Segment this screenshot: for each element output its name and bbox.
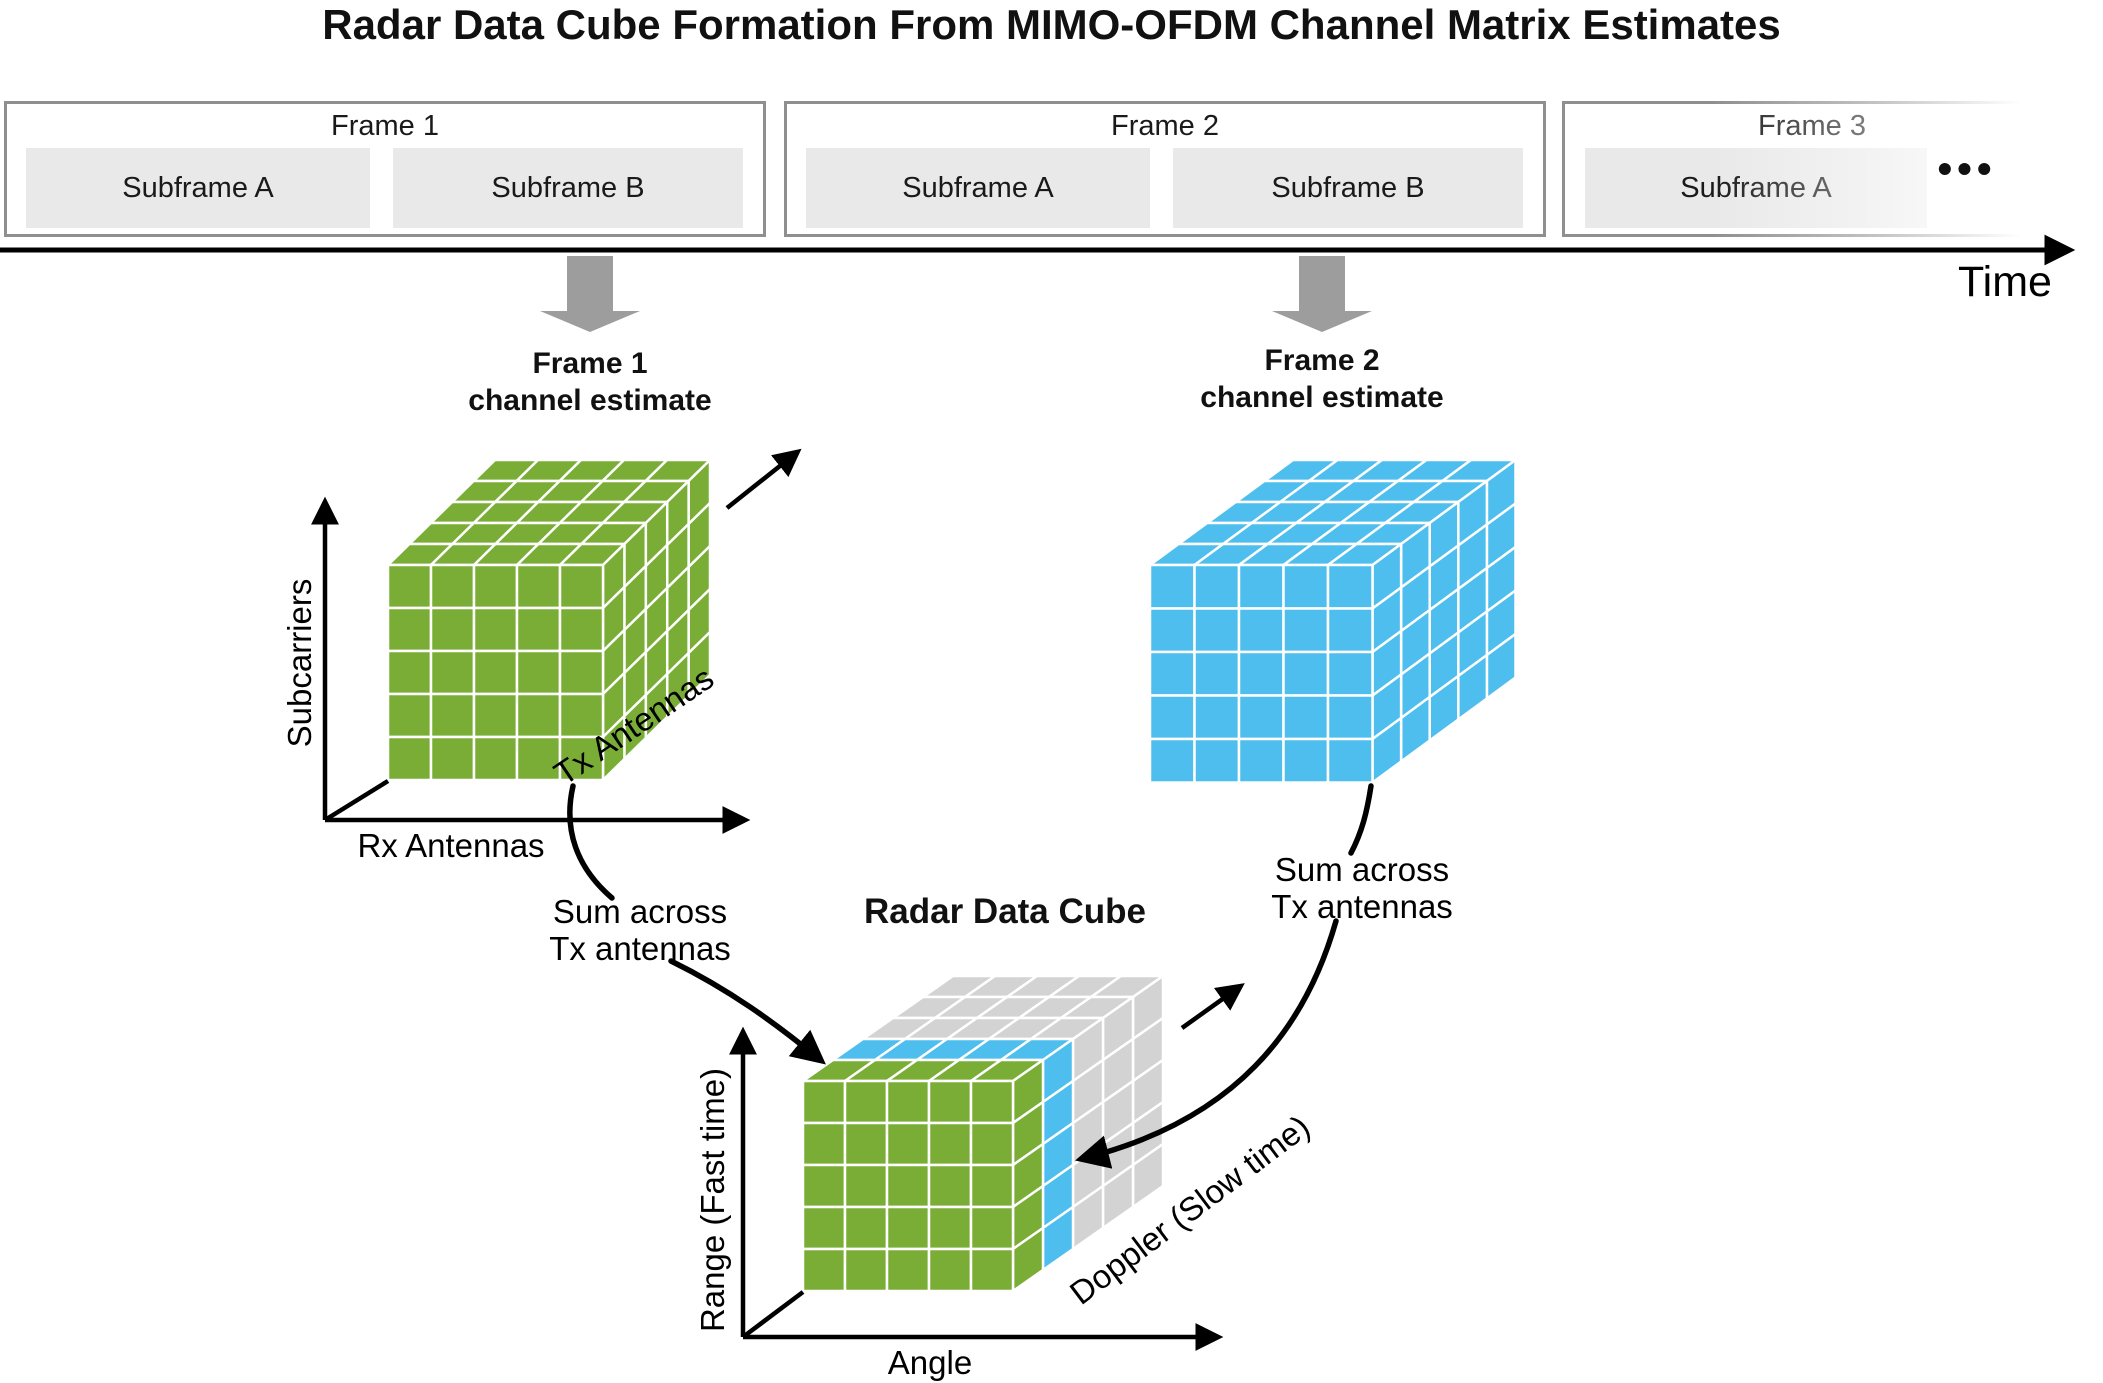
rx-antennas-axis-label: Rx Antennas (357, 827, 545, 864)
sum-right-arc-upper (1348, 783, 1374, 856)
axis-origin-diagonal-1 (323, 779, 390, 822)
angle-axis-label: Angle (887, 1344, 973, 1381)
tx-antennas-axis-arrow (725, 448, 802, 510)
frame-1-label: Frame 1 (331, 110, 439, 142)
frame-1-estimate-line2: channel estimate (468, 384, 712, 417)
sum-across-right-line1: Sum across (1274, 851, 1450, 888)
frame-1-box: Frame 1 Subframe A Subframe B (4, 101, 766, 237)
sum-across-left-line1: Sum across (552, 893, 728, 930)
frame-1-subframe-b: Subframe B (393, 148, 743, 228)
sum-left-arc-arrow (668, 958, 826, 1065)
sum-across-left: Sum across Tx antennas (480, 893, 800, 967)
frame-2-label: Frame 2 (1111, 110, 1219, 142)
radar-cube-title: Radar Data Cube (863, 892, 1147, 931)
axis-origin-diagonal-2 (741, 1290, 805, 1339)
frame-3-label: Frame 3 (1758, 110, 1866, 142)
frame-2-box: Frame 2 Subframe A Subframe B (784, 101, 1546, 237)
frame-2-channel-estimate-cube (1148, 458, 1517, 784)
subcarriers-axis-label: Subcarriers (281, 578, 318, 748)
frame-2-estimate-title: Frame 2 channel estimate (1062, 342, 1582, 416)
frame-2-subframe-b: Subframe B (1173, 148, 1523, 228)
frame-3-subframe-a: Subframe A (1585, 148, 1927, 228)
sum-across-right-line2: Tx antennas (1271, 888, 1453, 925)
frame-2-down-arrow-icon (1272, 256, 1372, 332)
page-title: Radar Data Cube Formation From MIMO-OFDM… (322, 1, 1781, 48)
sum-across-right: Sum across Tx antennas (1202, 851, 1522, 925)
doppler-axis-arrow (1180, 983, 1245, 1030)
frame-1-down-arrow-icon (540, 256, 640, 332)
frame-1-channel-estimate-cube (386, 458, 712, 782)
frame-1-estimate-title: Frame 1 channel estimate (330, 345, 850, 419)
sum-across-left-line2: Tx antennas (549, 930, 731, 967)
frame-2-estimate-line2: channel estimate (1200, 381, 1444, 414)
frame-2-subframe-a: Subframe A (806, 148, 1150, 228)
radar-data-cube (801, 974, 1165, 1293)
range-axis-label: Range (Fast time) (694, 1067, 731, 1333)
frame-3-box-faded: Frame 3 Subframe A (1562, 101, 2062, 237)
timeline-ellipsis: ••• (1937, 145, 1997, 192)
frame-1-estimate-line1: Frame 1 (532, 347, 648, 380)
frame-2-estimate-line1: Frame 2 (1264, 344, 1380, 377)
sum-right-arc-arrow (1075, 918, 1339, 1169)
time-axis-label: Time (1958, 258, 2052, 306)
frame-1-subframe-a: Subframe A (26, 148, 370, 228)
sum-left-arc-upper (567, 783, 615, 901)
